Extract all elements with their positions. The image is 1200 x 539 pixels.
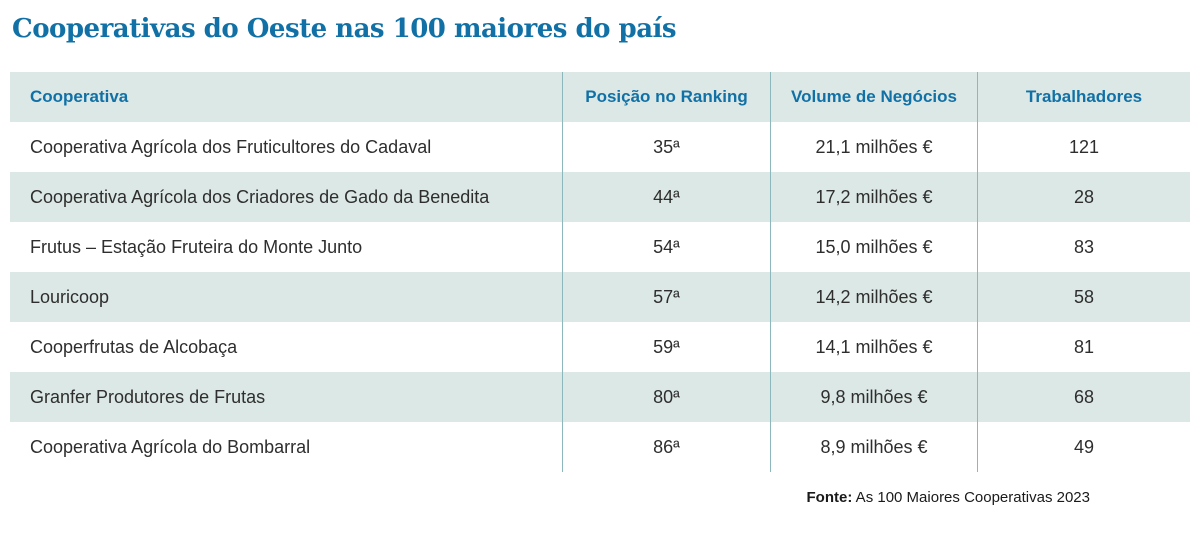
table-cell: 17,2 milhões € — [770, 172, 977, 222]
source-note: Fonte: As 100 Maiores Cooperativas 2023 — [10, 489, 1190, 506]
table-cell: 86ª — [562, 422, 770, 472]
column-header: Volume de Negócios — [770, 72, 977, 122]
table-row: Cooperativa Agrícola dos Fruticultores d… — [10, 122, 1190, 172]
table-cell: 80ª — [562, 372, 770, 422]
table-cell: Cooperativa Agrícola dos Fruticultores d… — [30, 136, 432, 157]
table-cell: 57ª — [562, 272, 770, 322]
table-cell: 14,2 milhões € — [770, 272, 977, 322]
table-row: Cooperativa Agrícola do Bombarral 86ª 8,9 … — [10, 422, 1190, 472]
table-row: Frutus – Estação Fruteira do Monte Junto… — [10, 222, 1190, 272]
table-cell: Louricoop — [30, 286, 110, 307]
page-title: Cooperativas do Oeste nas 100 maiores do… — [12, 14, 677, 44]
table-cell: 81 — [977, 322, 1190, 372]
table-cell: 14,1 milhões € — [770, 322, 977, 372]
table-header-row: Cooperativa Posição no Ranking Volume de N… — [10, 72, 1190, 122]
source-text: As 100 Maiores Cooperativas 2023 — [852, 489, 1090, 506]
table-cell: 8,9 milhões € — [770, 422, 977, 472]
table-cell: Frutus – Estação Fruteira do Monte Junto — [30, 236, 363, 257]
table-cell: 9,8 milhões € — [770, 372, 977, 422]
table-cell: 15,0 milhões € — [770, 222, 977, 272]
table-cell: 83 — [977, 222, 1190, 272]
table-cell: Cooperativa Agrícola dos Criadores de Ga… — [30, 186, 490, 207]
table-cell: 44ª — [562, 172, 770, 222]
table-cell: Cooperativa Agrícola do Bombarral — [30, 436, 311, 457]
table-row: Louricoop 57ª 14,2 milhões €58 — [10, 272, 1190, 322]
table-cell: 21,1 milhões € — [770, 122, 977, 172]
column-header: Trabalhadores — [977, 72, 1190, 122]
table-cell: 35ª — [562, 122, 770, 172]
table-cell: 68 — [977, 372, 1190, 422]
table-row: Cooperativa Agrícola dos Criadores de Ga… — [10, 172, 1190, 222]
column-header: Cooperativa — [30, 87, 129, 106]
table-cell: Granfer Produtores de Frutas — [30, 386, 266, 407]
table-row: Cooperfrutas de Alcobaça 59ª 14,1 milhões … — [10, 322, 1190, 372]
table-row: Granfer Produtores de Frutas 80ª 9,8 milhõ… — [10, 372, 1190, 422]
cooperatives-table: Cooperativa Posição no Ranking Volume de N… — [10, 72, 1190, 472]
table-cell: Cooperfrutas de Alcobaça — [30, 336, 238, 357]
table-cell: 54ª — [562, 222, 770, 272]
table-cell: 58 — [977, 272, 1190, 322]
source-label: Fonte: — [806, 489, 853, 506]
column-header: Posição no Ranking — [562, 72, 770, 122]
table-cell: 28 — [977, 172, 1190, 222]
table-cell: 49 — [977, 422, 1190, 472]
table-cell: 121 — [977, 122, 1190, 172]
table-cell: 59ª — [562, 322, 770, 372]
